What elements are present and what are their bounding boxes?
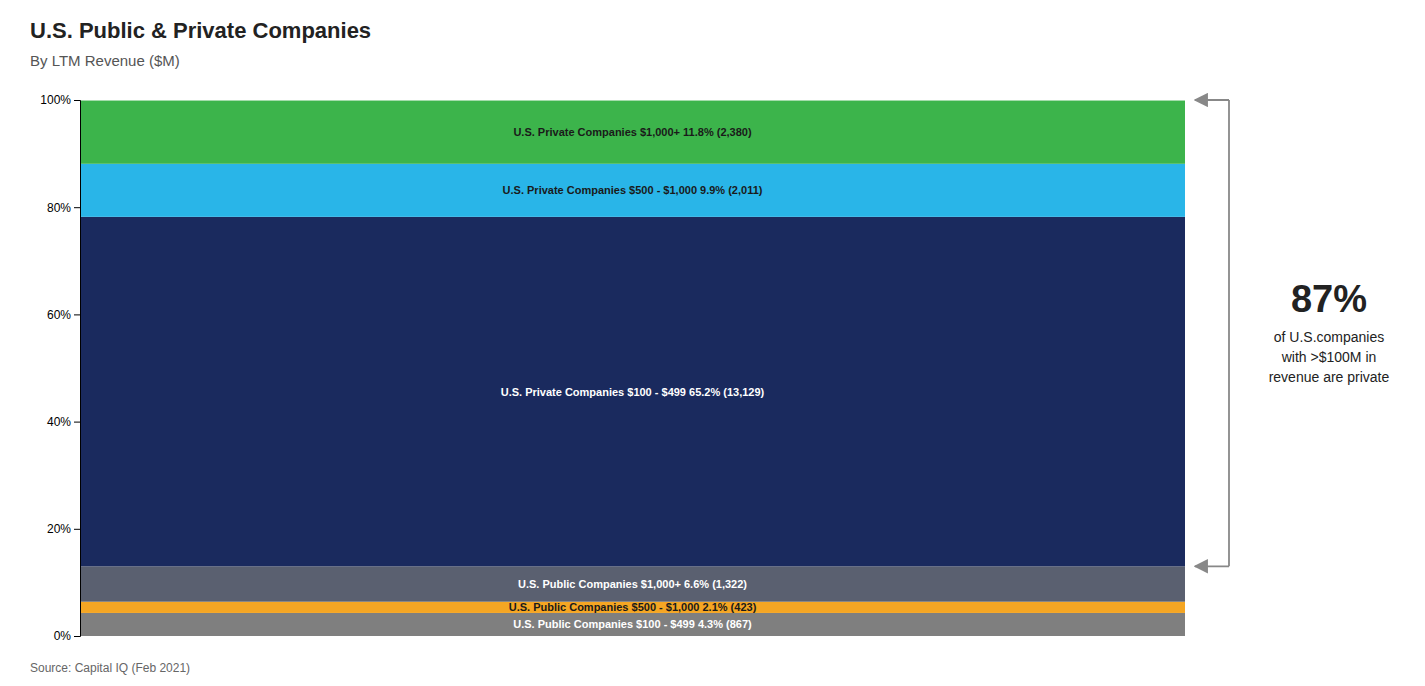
title: U.S. Public & Private Companies (30, 18, 371, 43)
segment-label: U.S. Private Companies $500 - $1,000 9.9… (503, 184, 763, 196)
annotation-bracket (1228, 100, 1230, 566)
y-tick-label: 80% (47, 201, 71, 215)
segment-label: U.S. Private Companies $100 - $499 65.2%… (501, 386, 765, 398)
chart-svg: U.S. Public & Private Companies By LTM Re… (0, 0, 1425, 686)
bar-segment (80, 101, 1185, 164)
y-tick-mark (74, 636, 80, 637)
y-tick-label: 0% (54, 629, 72, 643)
segment-labels: U.S. Public Companies $100 - $499 4.3% (… (501, 126, 765, 630)
annotation-text: with >$100M in (1281, 349, 1377, 365)
y-tick-mark (74, 100, 80, 101)
segment-label: U.S. Public Companies $1,000+ 6.6% (1,32… (518, 578, 747, 590)
annotation-headline: 87% (1291, 278, 1367, 320)
bar-segment (80, 217, 1185, 566)
annotation-arrow (1195, 99, 1229, 101)
annotation-text: revenue are private (1269, 369, 1390, 385)
y-tick-label: 60% (47, 308, 71, 322)
y-tick-label: 100% (40, 93, 71, 107)
y-tick: 60% (47, 308, 80, 322)
y-tick: 80% (47, 201, 80, 215)
y-tick: 40% (47, 415, 80, 429)
annotation-text: of U.S.companies (1274, 329, 1385, 345)
source: Source: Capital IQ (Feb 2021) (30, 661, 190, 675)
y-tick: 20% (47, 522, 80, 536)
bar-segment (80, 566, 1185, 601)
y-tick-mark (74, 422, 80, 423)
annotation-arrow (1195, 565, 1229, 567)
bar-segment (80, 164, 1185, 217)
y-tick-mark (74, 207, 80, 208)
segment-label: U.S. Public Companies $100 - $499 4.3% (… (513, 618, 752, 630)
y-tick-mark (74, 529, 80, 530)
y-axis-line (74, 101, 81, 637)
y-tick-mark (74, 314, 80, 315)
subtitle: By LTM Revenue ($M) (30, 52, 180, 69)
annotation: 87% of U.S.companies with >$100M in revenue… (1195, 100, 1390, 566)
y-tick-label: 20% (47, 522, 71, 536)
y-axis: 0% 20% 40% 60% 80% 100% (40, 93, 80, 643)
segment-label: U.S. Public Companies $500 - $1,000 2.1%… (509, 601, 757, 613)
segment-label: U.S. Private Companies $1,000+ 11.8% (2,… (513, 126, 751, 138)
bar-segment (80, 602, 1185, 613)
y-tick: 100% (40, 93, 80, 107)
y-tick-label: 40% (47, 415, 71, 429)
bar-segment (80, 613, 1185, 636)
plot: U.S. Public Companies $100 - $499 4.3% (… (40, 93, 1389, 643)
y-tick: 0% (54, 629, 80, 643)
bars (80, 101, 1185, 636)
